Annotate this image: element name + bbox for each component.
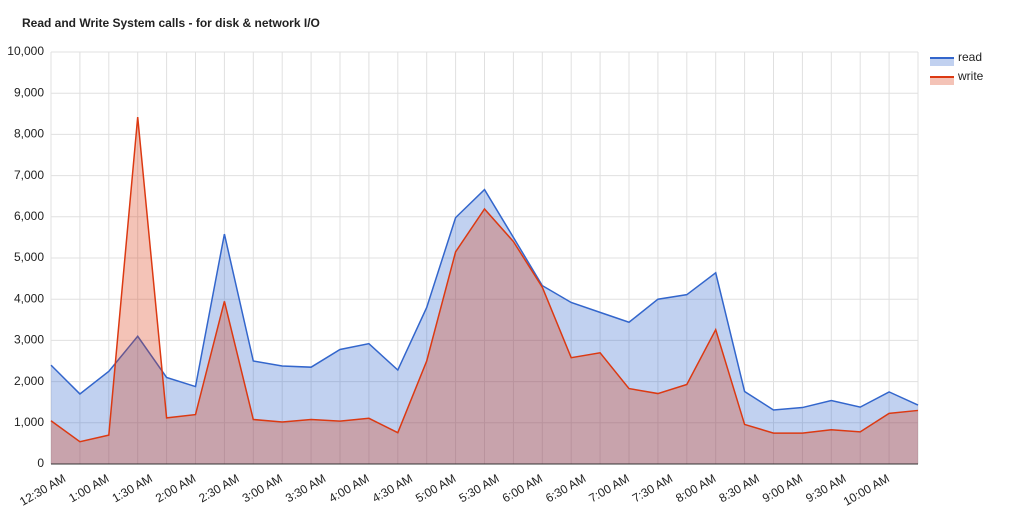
y-tick-label: 3,000 [14,333,44,347]
y-tick-label: 2,000 [14,374,44,388]
legend-swatch [930,58,954,66]
legend-label: write [957,69,984,83]
y-tick-label: 4,000 [14,291,44,305]
line [50,117,919,443]
y-tick-label: 7,000 [14,168,44,182]
y-tick-label: 1,000 [14,415,44,429]
y-tick-label: 9,000 [14,85,44,99]
legend-swatch [930,77,954,85]
y-tick-label: 5,000 [14,250,44,264]
y-tick-label: 10,000 [7,44,44,58]
chart-title: Read and Write System calls - for disk &… [22,16,320,30]
line [50,188,919,411]
legend-label: read [958,50,982,64]
y-tick-label: 0 [37,456,44,470]
area [51,117,918,464]
area [51,189,918,464]
y-tick-label: 6,000 [14,209,44,223]
y-tick-label: 8,000 [14,127,44,141]
